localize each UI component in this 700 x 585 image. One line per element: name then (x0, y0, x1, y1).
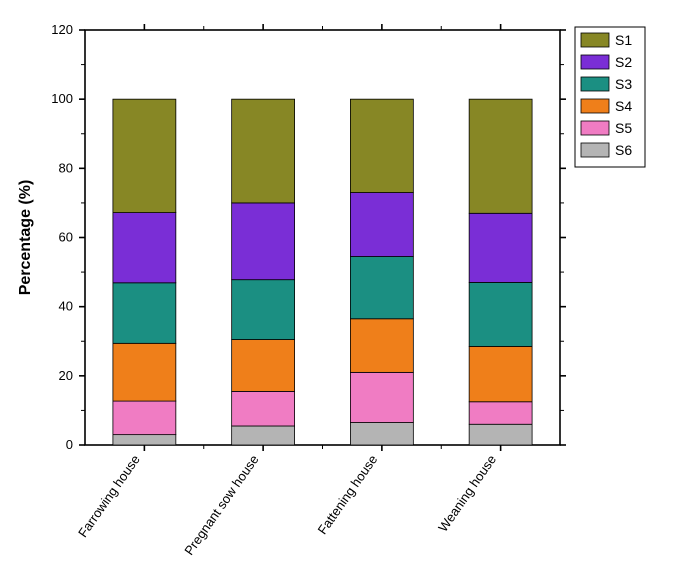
bar-segment-S3 (113, 283, 176, 344)
bar-segment-S4 (113, 343, 176, 401)
bar-segment-S4 (469, 346, 532, 401)
bar-segment-S6 (350, 423, 413, 445)
legend-swatch-S6 (581, 143, 609, 157)
bar-segment-S5 (350, 372, 413, 422)
legend-label-S5: S5 (615, 120, 632, 136)
bar-segment-S1 (469, 99, 532, 213)
bar-segment-S3 (469, 282, 532, 346)
legend-label-S2: S2 (615, 54, 632, 70)
bar-segment-S5 (113, 401, 176, 435)
bar-segment-S2 (469, 213, 532, 282)
bar-segment-S4 (232, 340, 295, 392)
legend-swatch-S3 (581, 77, 609, 91)
y-tick-label: 100 (51, 91, 73, 106)
bar-segment-S5 (469, 402, 532, 424)
legend-swatch-S2 (581, 55, 609, 69)
legend-label-S4: S4 (615, 98, 632, 114)
bar-segment-S5 (232, 391, 295, 426)
bar-segment-S2 (350, 193, 413, 257)
bar-segment-S4 (350, 319, 413, 373)
stacked-bar-chart: 020406080100120Percentage (%)Farrowing h… (0, 0, 700, 585)
y-tick-label: 80 (59, 160, 73, 175)
bar-segment-S3 (232, 280, 295, 340)
bar-segment-S6 (113, 435, 176, 445)
bar-segment-S2 (232, 203, 295, 280)
y-tick-label: 60 (59, 230, 73, 245)
legend-swatch-S5 (581, 121, 609, 135)
legend-label-S6: S6 (615, 142, 632, 158)
bar-segment-S1 (232, 99, 295, 203)
bar-segment-S1 (113, 99, 176, 212)
legend-swatch-S4 (581, 99, 609, 113)
y-axis-label: Percentage (%) (17, 180, 34, 296)
y-tick-label: 20 (59, 368, 73, 383)
legend-label-S1: S1 (615, 32, 632, 48)
bar-segment-S3 (350, 257, 413, 319)
bar-segment-S2 (113, 213, 176, 283)
legend-swatch-S1 (581, 33, 609, 47)
y-tick-label: 120 (51, 22, 73, 37)
y-tick-label: 0 (66, 437, 73, 452)
legend-label-S3: S3 (615, 76, 632, 92)
bar-segment-S6 (232, 426, 295, 445)
bar-segment-S6 (469, 424, 532, 445)
bar-segment-S1 (350, 99, 413, 192)
y-tick-label: 40 (59, 299, 73, 314)
